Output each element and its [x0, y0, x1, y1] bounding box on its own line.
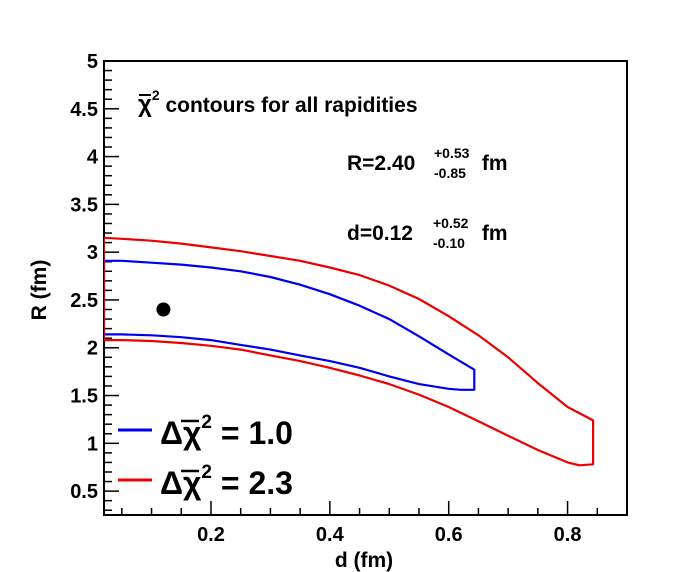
title-rest: contours for all rapidities — [160, 94, 418, 117]
r-result-sup: +0.53 — [434, 145, 470, 161]
legend-red-value: = 2.3 — [212, 465, 293, 501]
y-tick-label: 1.5 — [70, 386, 98, 408]
legend-blue-value: = 1.0 — [212, 415, 293, 451]
legend-label-blue: Δχ2 = 1.0 — [160, 412, 293, 451]
chart-title: χ2 contours for all rapidities — [138, 87, 418, 118]
y-tick-label: 3 — [87, 242, 98, 264]
d-result-unit: fm — [476, 222, 508, 245]
y-axis-title: R (fm) — [28, 260, 51, 321]
legend-item-delta-chi2-2-3: Δχ2 = 2.3 — [118, 462, 293, 501]
x-axis-title: d (fm) — [335, 549, 393, 572]
y-tick-label: 4 — [87, 147, 99, 169]
legend-blue-sup: 2 — [201, 412, 212, 433]
title-chi: χ — [138, 91, 152, 118]
x-tick-label: 0.8 — [554, 524, 582, 546]
d-result-prefix: d=0.12 — [347, 222, 413, 245]
y-tick-label: 4.5 — [70, 99, 98, 121]
best-fit-point — [156, 302, 171, 317]
d-result: d=0.12 +0.52 -0.10 fm — [347, 215, 508, 251]
contour-group — [104, 236, 595, 467]
y-tick-label: 3.5 — [70, 194, 98, 216]
legend-red-sup: 2 — [201, 462, 212, 483]
x-tick-label: 0.6 — [435, 524, 463, 546]
legend: Δχ2 = 1.0 Δχ2 = 2.3 — [118, 412, 293, 501]
x-tick-label: 0.2 — [197, 524, 225, 546]
y-tick-label: 2 — [87, 338, 98, 360]
d-result-sup: +0.52 — [433, 215, 469, 231]
x-tick-label: 0.4 — [316, 524, 345, 546]
r-result-unit: fm — [476, 152, 508, 175]
contour-delta-chi2-2-3 — [104, 236, 595, 467]
title-chi-sup: 2 — [152, 87, 160, 103]
y-tick-label: 0.5 — [70, 481, 98, 503]
r-result-sub: -0.85 — [434, 165, 466, 181]
y-axis-ticks: 0.5 1 1.5 2 2.5 3 3.5 4 4.5 5 — [70, 51, 119, 511]
y-tick-label: 1 — [87, 433, 98, 455]
y-tick-label: 5 — [87, 51, 98, 73]
d-result-sub: -0.10 — [433, 235, 465, 251]
r-result-prefix: R=2.40 — [347, 152, 415, 175]
contour-delta-chi2-1 — [104, 259, 476, 391]
legend-label-red: Δχ2 = 2.3 — [160, 462, 293, 501]
r-result: R=2.40 +0.53 -0.85 fm — [347, 145, 508, 181]
y-tick-label: 2.5 — [70, 290, 98, 312]
legend-item-delta-chi2-1: Δχ2 = 1.0 — [118, 412, 293, 451]
x-axis-ticks: 0.2 0.4 0.6 0.8 — [121, 501, 628, 546]
